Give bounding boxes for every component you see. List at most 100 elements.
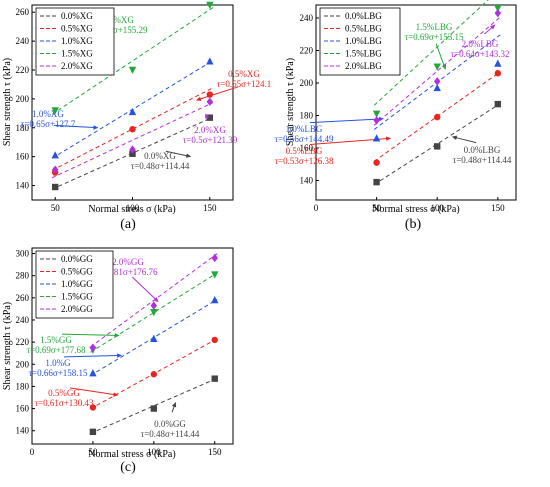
equation-label-line: 0.5%XG: [228, 69, 260, 79]
data-point: [150, 309, 158, 317]
x-tick-label: 100: [126, 203, 140, 213]
panel-c: 0 50 100 150 140 160 180 200 220 240 260 280 300 Norm…: [2, 247, 234, 475]
data-point: [128, 66, 137, 74]
equation-label-line: τ=0.65σ+127.7: [21, 119, 76, 129]
y-tick-label: 160: [16, 152, 30, 162]
data-point: [129, 126, 136, 133]
legend-entry: 0.0%LBG: [345, 11, 382, 21]
equation-label-line: 1.0%XG: [32, 109, 64, 119]
legend-entry: 2.0%XG: [61, 61, 93, 71]
equation-label-line: 0.5%GG: [48, 388, 80, 398]
equation-label: 2.0%LBG τ=0.64σ+143.32: [450, 39, 509, 59]
equation-label: 0.5%XG τ=0.55σ+124.1: [217, 69, 272, 89]
annotation-arrow: [171, 405, 175, 413]
x-axis-title: Normal stress σ (kPa): [88, 449, 175, 460]
data-point: [150, 371, 158, 378]
legend-entry: 1.5%XG: [61, 49, 93, 59]
equation-label-line: τ=0.81σ+176.76: [98, 267, 158, 277]
panel-label: (a): [120, 217, 136, 232]
equation-label-line: τ=0.69σ+153.15: [404, 32, 464, 42]
panel-a: 50 100 150 140 160 180 200 220 240 260 Normal stre…: [2, 1, 272, 232]
equation-label-line: 0.0%LBG: [464, 145, 501, 155]
data-point: [150, 405, 158, 412]
data-point: [206, 57, 214, 65]
annotation-arrowhead: [205, 113, 210, 119]
x-axis-title: Normal stress σ (kPa): [88, 204, 175, 215]
y-tick-label: 220: [16, 337, 30, 347]
equation-label-line: 2.0%GG: [112, 257, 144, 267]
data-point: [373, 116, 380, 125]
x-tick-label: 100: [147, 447, 161, 457]
y-tick-label: 200: [16, 359, 30, 369]
legend-entry: 0.0%GG: [61, 254, 93, 264]
annotation-arrow: [309, 118, 380, 124]
annotation-arrowhead: [185, 153, 192, 158]
panel-label: (c): [120, 460, 136, 475]
data-point: [494, 8, 502, 18]
annotation-arrow: [165, 150, 188, 157]
data-point: [206, 97, 214, 106]
equation-label: 0.5%GG τ=0.61σ+130.43: [34, 388, 94, 408]
y-tick-label: 200: [16, 94, 30, 104]
legend-entry: 0.5%LBG: [345, 24, 382, 34]
equation-label: 2.0%XG τ=0.5σ+121.39: [183, 125, 238, 145]
data-point: [372, 134, 381, 142]
y-tick-label: 140: [300, 176, 314, 186]
y-tick-label: 240: [16, 315, 30, 325]
y-tick-label: 160: [300, 143, 314, 153]
legend: 0.0%LBG 0.5%LBG 1.0%LBG 1.5%LBG 2.0%LBG: [319, 7, 401, 76]
y-tick-label: 260: [16, 293, 30, 303]
data-point: [211, 296, 219, 304]
x-tick-label: 150: [491, 203, 505, 213]
y-tick-label: 260: [16, 7, 30, 17]
equation-label: 1.0%XG τ=0.65σ+127.7: [21, 109, 76, 129]
equation-label-line: 1.0%LBG: [286, 124, 323, 134]
data-point: [211, 336, 218, 344]
y-tick-label: 200: [300, 78, 314, 88]
equation-label-line: 1.0%G: [45, 358, 71, 368]
panel-b: 0 50 100 150 140 160 180 200 220 240 Normal stress…: [274, 0, 517, 232]
x-tick-label: 0: [314, 203, 319, 213]
annotation-arrowhead: [117, 353, 123, 358]
equation-label-line: τ=0.61σ+130.43: [34, 398, 94, 408]
data-point: [150, 301, 158, 310]
data-point: [51, 183, 59, 191]
y-tick-label: 180: [16, 381, 30, 391]
plot-frame: [315, 4, 517, 201]
annotation-arrow: [131, 276, 157, 300]
y-tick-label: 240: [16, 36, 30, 46]
legend-entry: 0.5%GG: [61, 267, 93, 277]
equation-label: 1.5%LBG τ=0.69σ+153.15: [404, 22, 464, 42]
x-tick-label: 50: [51, 203, 61, 213]
equation-label-line: 1.5%GG: [40, 335, 72, 345]
annotation-arrowhead: [153, 297, 159, 303]
y-tick-label: 280: [16, 271, 30, 281]
annotation-arrowhead: [385, 136, 392, 141]
data-point: [373, 159, 380, 166]
legend-entry: 2.0%LBG: [345, 61, 382, 71]
y-axis-title: Shear strength τ (kPa): [2, 58, 13, 146]
legend-entry: 1.0%LBG: [345, 36, 382, 46]
data-point: [206, 1, 214, 9]
data-point: [494, 5, 502, 13]
equation-label-line: 2.0%XG: [194, 125, 226, 135]
fit-line: [51, 116, 214, 190]
data-point: [434, 77, 441, 86]
equation-label-line: τ=0.69σ+177.68: [26, 345, 86, 355]
annotation-arrowhead: [490, 24, 496, 30]
data-point: [150, 334, 158, 343]
x-tick-label: 50: [88, 447, 98, 457]
legend-entry: 1.5%LBG: [345, 49, 382, 59]
equation-label: 1.0%G τ=0.66σ+158.15: [28, 358, 88, 378]
y-tick-label: 220: [16, 65, 30, 75]
annotation-arrowhead: [114, 333, 120, 338]
equation-label-line: τ=0.56σ+144.49: [274, 134, 334, 144]
equation-label-line: 0.0%XG: [144, 151, 176, 161]
annotation-arrow: [455, 137, 477, 144]
annotation-arrowhead: [113, 392, 119, 397]
annotation-arrow: [199, 86, 239, 100]
annotation-arrow: [435, 43, 445, 67]
equation-label-line: τ=0.5σ+121.39: [183, 135, 238, 145]
